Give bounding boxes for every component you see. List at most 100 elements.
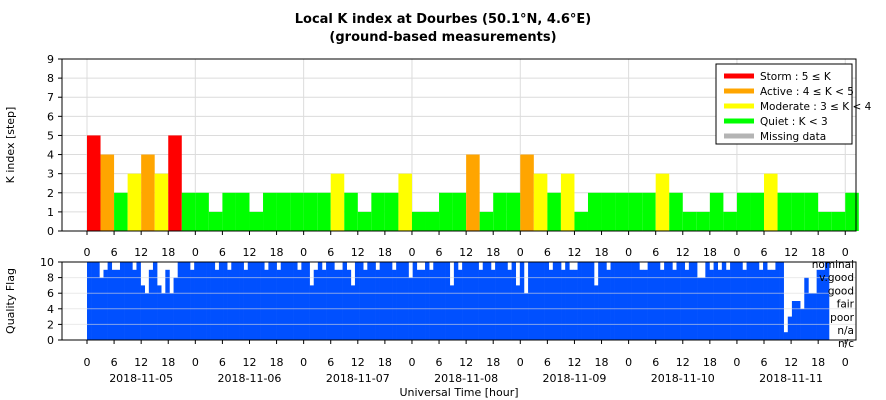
k-index-bar (168, 135, 182, 231)
quality-bar (730, 262, 735, 340)
k-xtick-label: 0 (517, 246, 524, 259)
quality-bar (317, 262, 323, 340)
chart-subtitle: (ground-based measurements) (329, 30, 557, 45)
quality-bar (503, 262, 508, 340)
q-ytick-label: 2 (47, 318, 54, 331)
q-xtick-label: 0 (192, 356, 199, 369)
quality-bar (400, 262, 405, 340)
quality-bar (379, 262, 385, 340)
quality-bar (103, 269, 108, 340)
quality-bar (152, 262, 158, 340)
k-index-bar (587, 192, 602, 231)
quality-bar (181, 262, 187, 340)
quality-bar (783, 332, 789, 340)
k-index-bar (669, 192, 683, 231)
legend-label: Missing data (760, 131, 826, 143)
quality-level-label: good (828, 285, 854, 297)
quality-bar (190, 269, 195, 340)
quality-bar (301, 262, 306, 340)
quality-bar (639, 269, 644, 340)
quality-bar (585, 262, 591, 340)
q-xtick-label: 18 (811, 356, 825, 369)
quality-bar (668, 262, 673, 340)
quality-bar (775, 262, 780, 340)
quality-bar (87, 262, 92, 340)
k-index-bar (384, 192, 399, 231)
q-xtick-label: 12 (134, 356, 148, 369)
quality-bar (573, 269, 578, 340)
k-index-bar (709, 192, 724, 231)
q-xtick-label: 6 (111, 356, 118, 369)
quality-bar (709, 269, 714, 340)
q-xtick-label: 12 (459, 356, 473, 369)
quality-bar (721, 262, 727, 340)
k-xtick-label: 12 (567, 246, 581, 259)
quality-bar (499, 262, 504, 340)
quality-bar (688, 262, 694, 340)
k-index-bar (736, 192, 751, 231)
k-xtick-label: 18 (703, 246, 717, 259)
k-index-bar (263, 192, 277, 231)
quality-bar (223, 262, 228, 340)
quality-bar (392, 269, 397, 340)
quality-bar (771, 269, 776, 340)
quality-bar (544, 262, 549, 340)
q-xtick-label: 18 (270, 356, 284, 369)
quality-level-label: n/c (838, 338, 854, 350)
q-xtick-label: 6 (544, 356, 551, 369)
quality-bar (330, 262, 335, 340)
quality-bar (507, 269, 512, 340)
k-index-bar (479, 211, 494, 231)
quality-bar (132, 269, 137, 340)
k-xtick-label: 0 (84, 246, 91, 259)
quality-bar (202, 262, 207, 340)
quality-bar (334, 269, 339, 340)
quality-bar (396, 262, 401, 340)
legend-label: Moderate : 3 ≤ K < 4 (760, 101, 872, 113)
quality-bar (495, 262, 500, 340)
k-index-bar (330, 173, 345, 231)
k-index-bar (642, 192, 656, 231)
quality-bar (466, 262, 471, 340)
quality-bar (594, 285, 599, 340)
k-xtick-label: 18 (811, 246, 825, 259)
quality-bar (824, 262, 830, 340)
quality-bar (676, 262, 681, 340)
quality-bar (218, 262, 224, 340)
k-ytick-label: 7 (47, 91, 54, 104)
quality-bar (622, 262, 628, 340)
quality-bar (458, 269, 463, 340)
quality-level-label: n/a (837, 325, 854, 337)
quality-bar (577, 262, 582, 340)
quality-bar (111, 269, 117, 340)
quality-bar (787, 316, 793, 340)
quality-bar (119, 262, 125, 340)
quality-bar (767, 269, 772, 340)
k-index-bar (411, 211, 426, 231)
quality-bar (268, 262, 273, 340)
quality-bar (725, 269, 731, 340)
quality-bar (206, 262, 211, 340)
legend-label: Storm : 5 ≤ K (760, 71, 832, 83)
k-index-bar (574, 211, 588, 231)
k-index-bar (615, 192, 629, 231)
quality-bar (371, 262, 376, 340)
quality-bar (820, 269, 826, 340)
quality-bar (198, 262, 203, 340)
quality-bar (157, 285, 162, 340)
quality-bar (746, 262, 751, 340)
k-ytick-label: 8 (47, 72, 54, 85)
quality-bar (610, 262, 615, 340)
quality-bar (791, 301, 797, 340)
quality-bar (354, 262, 360, 340)
q-xtick-label: 12 (567, 356, 581, 369)
k-ytick-label: 9 (47, 53, 54, 66)
quality-bar (214, 269, 220, 340)
quality-bar (664, 262, 669, 340)
k-index-bar (249, 211, 264, 231)
k-index-bar (154, 173, 169, 231)
quality-bar (251, 262, 257, 340)
quality-bar (148, 269, 154, 340)
quality-bar (561, 269, 566, 340)
